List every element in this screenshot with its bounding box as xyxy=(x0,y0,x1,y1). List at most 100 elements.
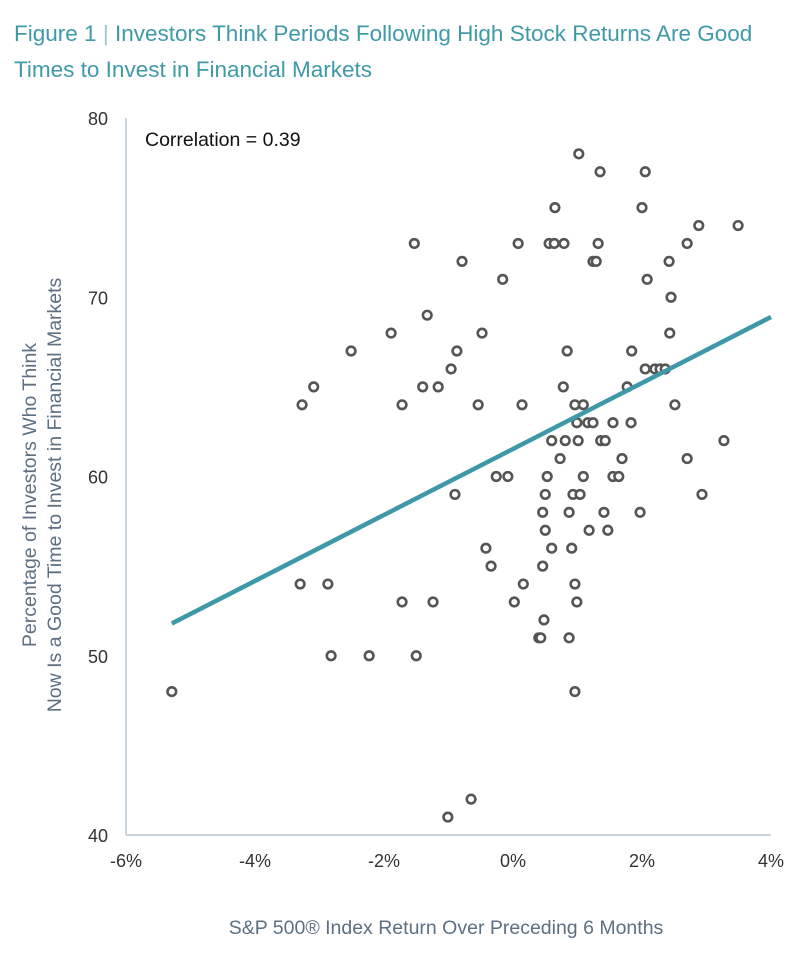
y-tick-label: 70 xyxy=(88,288,108,308)
data-point xyxy=(308,381,320,393)
data-point xyxy=(577,470,589,483)
data-point xyxy=(561,345,573,357)
data-point xyxy=(445,363,457,375)
correlation-annotation: Correlation = 0.39 xyxy=(145,129,301,151)
y-tick-label: 60 xyxy=(88,468,108,488)
data-point xyxy=(569,578,581,590)
data-point xyxy=(558,237,570,250)
y-tick-label: 80 xyxy=(88,109,108,129)
data-point xyxy=(577,399,589,411)
data-point xyxy=(490,470,502,483)
data-point xyxy=(485,560,497,572)
data-point xyxy=(587,417,599,429)
data-point xyxy=(325,650,337,662)
data-point xyxy=(594,166,606,178)
data-point xyxy=(546,542,558,554)
trendline-group xyxy=(170,314,773,626)
data-point xyxy=(696,488,708,501)
data-point xyxy=(639,166,651,178)
data-point xyxy=(718,435,730,447)
data-point xyxy=(663,255,675,268)
data-point xyxy=(559,435,571,447)
data-point xyxy=(599,435,611,447)
data-point xyxy=(480,542,492,554)
x-tick-label: -4% xyxy=(239,851,271,871)
data-point xyxy=(408,237,420,250)
data-point xyxy=(166,685,178,698)
data-point xyxy=(641,273,653,285)
data-point xyxy=(539,524,551,536)
data-point xyxy=(537,506,549,518)
data-point xyxy=(598,506,610,518)
trendline xyxy=(170,314,773,626)
x-tick-label: -6% xyxy=(110,851,142,871)
figure-number: Figure 1 xyxy=(14,21,97,46)
data-point xyxy=(557,381,569,393)
chart-title: Figure 1 | Investors Think Periods Follo… xyxy=(14,16,804,88)
data-point xyxy=(363,650,375,662)
title-separator: | xyxy=(102,21,109,46)
data-point xyxy=(396,596,408,608)
data-point xyxy=(563,506,575,518)
data-point xyxy=(517,578,529,590)
data-point xyxy=(636,202,648,214)
data-point xyxy=(639,363,651,375)
data-point xyxy=(421,309,433,321)
data-point xyxy=(497,273,509,285)
data-point xyxy=(294,578,306,590)
data-point xyxy=(574,488,586,501)
data-point xyxy=(456,255,468,268)
x-tick-label: 4% xyxy=(758,851,784,871)
x-tick-label: 2% xyxy=(629,851,655,871)
data-point xyxy=(549,202,561,214)
data-point xyxy=(634,506,646,518)
data-points xyxy=(166,148,744,823)
data-point xyxy=(449,488,461,501)
data-point xyxy=(427,596,439,608)
data-point xyxy=(476,327,488,339)
data-point xyxy=(602,524,614,536)
data-point xyxy=(508,596,520,608)
data-point xyxy=(539,488,551,501)
data-point xyxy=(554,452,566,465)
data-point xyxy=(573,148,585,160)
data-point xyxy=(432,381,444,393)
data-point xyxy=(681,237,693,250)
y-axis-label: Percentage of Investors Who Think Now Is… xyxy=(19,277,66,712)
data-point xyxy=(385,327,397,339)
data-point xyxy=(516,399,528,411)
data-point xyxy=(583,524,595,536)
data-point xyxy=(548,237,560,250)
data-point xyxy=(472,399,484,411)
y-tick-label: 40 xyxy=(88,826,108,846)
data-point xyxy=(732,219,744,232)
data-point xyxy=(613,470,625,483)
data-point xyxy=(625,417,637,429)
data-point xyxy=(592,237,604,250)
data-point xyxy=(546,435,558,447)
data-point xyxy=(417,381,429,393)
y-tick-label: 50 xyxy=(88,647,108,667)
data-point xyxy=(669,399,681,411)
x-axis-label: S&P 500® Index Return Over Preceding 6 M… xyxy=(229,917,664,939)
data-point xyxy=(571,596,583,608)
data-point xyxy=(590,255,602,268)
data-point xyxy=(442,811,454,823)
y-axis-label-line-2: Now Is a Good Time to Invest in Financia… xyxy=(44,277,66,712)
data-point xyxy=(465,793,477,805)
data-point xyxy=(512,237,524,250)
data-point xyxy=(563,632,575,644)
data-point xyxy=(616,452,628,465)
data-point xyxy=(296,399,308,411)
x-tick-label: -2% xyxy=(368,851,400,871)
data-point xyxy=(572,435,584,447)
tick-labels: 40 50 60 70 80 -6% -4% -2% 0% 2% 4% xyxy=(88,109,784,871)
data-point xyxy=(535,632,547,644)
data-point xyxy=(537,560,549,572)
data-point xyxy=(410,650,422,662)
data-point xyxy=(607,417,619,429)
data-point xyxy=(345,345,357,357)
title-text: Investors Think Periods Following High S… xyxy=(14,21,753,82)
data-point xyxy=(538,614,550,626)
